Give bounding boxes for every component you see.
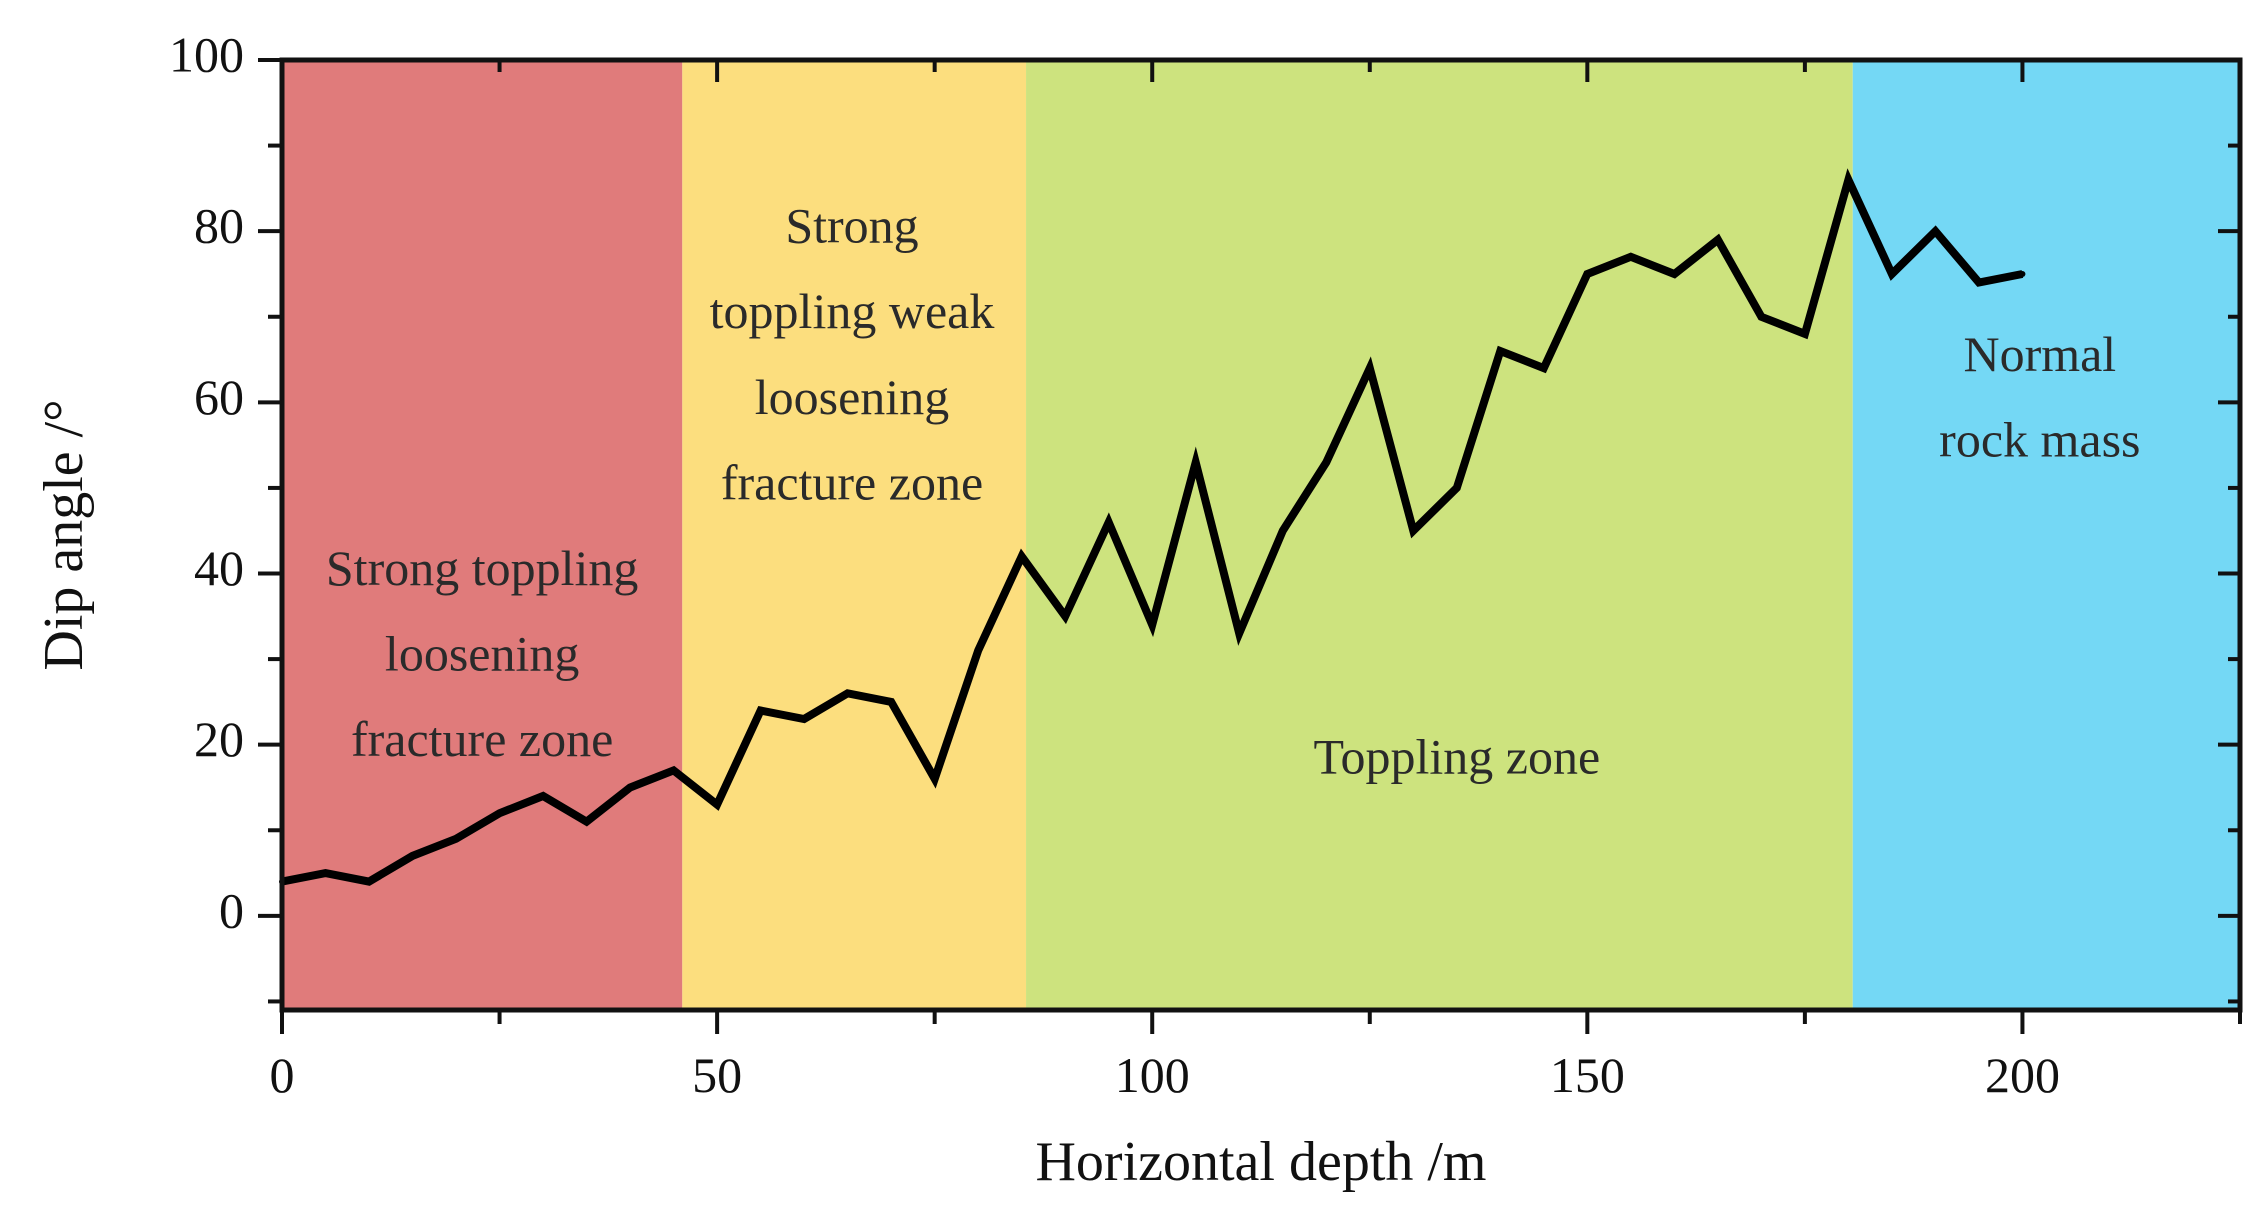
data-point-35 [1801,330,1808,337]
data-point-17 [1018,553,1025,560]
data-point-20 [1149,621,1156,628]
data-point-13 [844,690,851,697]
data-point-21 [1192,459,1199,466]
data-point-24 [1323,459,1330,466]
data-point-40 [2019,270,2026,277]
zone-label-normal-rock-mass-line-0: Normal [1963,326,2116,382]
zone-label-normal-rock-mass-line-1: rock mass [1939,412,2140,468]
data-point-9 [670,767,677,774]
x-tick-label-100: 100 [1115,1047,1190,1103]
zone-band-toppling-zone [1026,60,1853,1010]
data-point-2 [366,878,373,885]
y-tick-label-60: 60 [194,369,244,425]
zone-label-strong-toppling-weak-loosening-fracture-zone-line-1: toppling weak [710,283,995,339]
y-tick-label-40: 40 [194,540,244,596]
zone-band-strong-toppling-weak-loosening-fracture-zone [682,60,1027,1010]
y-tick-label-80: 80 [194,198,244,254]
series-line-layer [279,168,2026,886]
data-point-27 [1453,484,1460,491]
data-point-6 [540,793,547,800]
x-tick-label-50: 50 [692,1047,742,1103]
zone-label-strong-toppling-weak-loosening-fracture-zone-line-2: loosening [755,369,949,425]
data-point-25 [1366,365,1373,372]
data-point-8 [627,784,634,791]
zone-band-strong-toppling-loosening-fracture-zone [282,60,683,1010]
data-point-5 [496,810,503,817]
zone-band-normal-rock-mass [1852,60,2240,1010]
plot-frame [279,57,2243,1013]
zone-labels: Strong toppling loosening fracture zone Str… [326,198,2141,785]
data-point-22 [1236,630,1243,637]
data-point-3 [409,852,416,859]
x-tick-label-0: 0 [270,1047,295,1103]
data-point-19 [1105,519,1112,526]
data-point-32 [1671,270,1678,277]
axis-tick-labels: 0 50 100 150 200 0 20 40 60 80 100 [169,26,2060,1103]
x-tick-label-200: 200 [1985,1047,2060,1103]
data-point-37 [1888,270,1895,277]
data-point-33 [1714,236,1721,243]
zone-label-strong-toppling-weak-loosening-fracture-zone-line-0: Strong [785,198,918,254]
x-axis-title: Horizontal depth /m [1035,1131,1486,1193]
y-axis-title: Dip angle /° [33,399,95,670]
data-point-12 [801,716,808,723]
data-point-10 [714,801,721,808]
data-point-39 [1975,279,1982,286]
data-point-30 [1584,270,1591,277]
data-point-14 [888,698,895,705]
axis-ticks [258,58,2242,1034]
zone-label-strong-toppling-loosening-fracture-zone-line-2: fracture zone [351,711,613,767]
zone-backgrounds [282,60,2240,1010]
data-point-4 [453,835,460,842]
data-point-7 [583,818,590,825]
data-point-11 [757,707,764,714]
zone-label-strong-toppling-loosening-fracture-zone-line-0: Strong toppling [326,540,639,596]
data-point-26 [1410,527,1417,534]
data-point-23 [1279,527,1286,534]
x-tick-label-150: 150 [1550,1047,1625,1103]
y-tick-label-100: 100 [169,26,244,82]
data-point-36 [1845,176,1852,183]
data-point-15 [931,775,938,782]
zone-label-strong-toppling-loosening-fracture-zone-line-1: loosening [385,626,579,682]
y-tick-label-0: 0 [219,882,244,938]
y-tick-label-20: 20 [194,711,244,767]
data-point-18 [1062,613,1069,620]
data-point-28 [1497,347,1504,354]
data-point-34 [1758,313,1765,320]
zone-label-toppling-zone-line-0: Toppling zone [1313,728,1600,784]
data-point-1 [322,870,329,877]
data-point-16 [975,647,982,654]
zone-label-strong-toppling-weak-loosening-fracture-zone-line-3: fracture zone [721,454,983,510]
data-point-31 [1627,253,1634,260]
data-point-29 [1540,365,1547,372]
data-point-38 [1932,228,1939,235]
